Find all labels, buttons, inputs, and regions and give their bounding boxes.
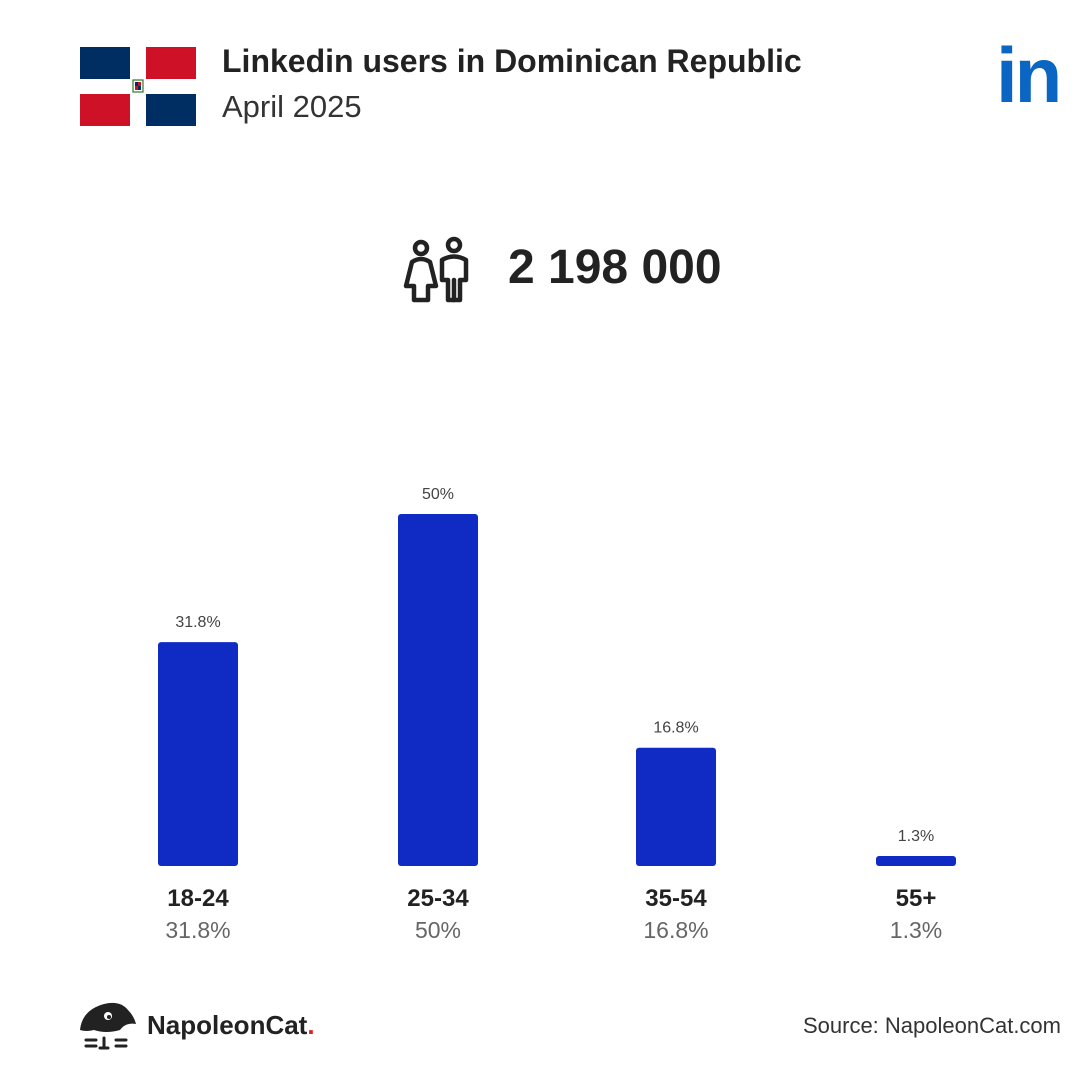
bar-25-34 bbox=[398, 514, 478, 866]
napoleoncat-brand: NapoleonCat. bbox=[147, 1010, 315, 1041]
category-percent: 1.3% bbox=[890, 917, 942, 943]
bar-value-label: 31.8% bbox=[175, 614, 220, 631]
category-label: 25-34 bbox=[407, 885, 469, 912]
napoleoncat-logo-icon bbox=[80, 1002, 136, 1050]
bar-value-label: 50% bbox=[422, 486, 454, 503]
category-label: 35-54 bbox=[645, 885, 707, 912]
linkedin-logo-icon: in bbox=[996, 31, 1062, 119]
category-label: 55+ bbox=[896, 885, 937, 912]
bar-value-label: 16.8% bbox=[653, 720, 698, 737]
brand-name: NapoleonCat bbox=[147, 1010, 308, 1040]
bar-55+ bbox=[876, 856, 956, 866]
category-percent: 16.8% bbox=[643, 917, 708, 943]
brand-dot: . bbox=[307, 1010, 315, 1040]
category-percent: 31.8% bbox=[165, 917, 230, 943]
page-title: Linkedin users in Dominican Republic bbox=[222, 43, 802, 79]
bar-35-54 bbox=[636, 747, 716, 866]
source-text: Source: NapoleonCat.com bbox=[802, 1013, 1061, 1038]
total-users-value: 2 198 000 bbox=[508, 241, 722, 294]
bar-value-label: 1.3% bbox=[898, 828, 934, 845]
dominican-republic-flag-icon bbox=[80, 47, 196, 126]
category-label: 18-24 bbox=[167, 885, 229, 912]
users-icon bbox=[403, 236, 469, 303]
bar-18-24 bbox=[158, 642, 238, 866]
category-percent: 50% bbox=[415, 917, 461, 943]
page-subtitle: April 2025 bbox=[222, 89, 362, 124]
